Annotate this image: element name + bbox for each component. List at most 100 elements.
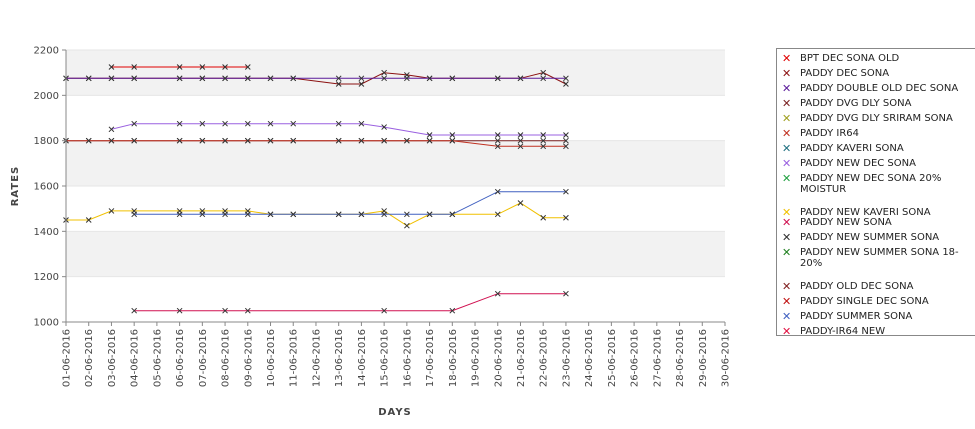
data-point-marker <box>222 120 228 127</box>
data-point-marker <box>222 307 228 314</box>
data-point-marker <box>517 200 524 206</box>
data-point-marker <box>199 64 206 70</box>
data-point-marker <box>131 211 138 218</box>
data-point-marker <box>426 137 433 144</box>
data-point-marker <box>540 143 547 150</box>
data-point-marker <box>517 137 524 144</box>
grid-bands <box>66 49 725 323</box>
legend-item: ✕ BPT DEC SONA OLD <box>777 53 975 64</box>
data-point-marker <box>563 143 569 150</box>
data-point-marker <box>335 137 342 144</box>
legend-marker-icon: ✕ <box>782 325 792 338</box>
legend-marker-icon: ✕ <box>782 280 792 293</box>
data-point-marker <box>540 214 547 221</box>
x-tick-label: 09-06-2016 <box>243 329 254 387</box>
data-point-marker <box>426 132 433 138</box>
series-group <box>108 120 569 138</box>
data-point-marker <box>563 137 569 144</box>
data-point-marker <box>540 75 547 82</box>
x-tick-label: 07-06-2016 <box>198 329 209 387</box>
legend-item: ✕ PADDY DVG DLY SRIRAM SONA <box>777 113 975 124</box>
series-group <box>63 75 569 82</box>
data-point-marker <box>108 64 115 70</box>
data-point-marker <box>222 137 228 144</box>
legend-marker-icon: ✕ <box>782 157 792 170</box>
x-tick-label: 29-06-2016 <box>698 329 709 387</box>
data-point-marker <box>290 211 297 218</box>
x-tick-label: 25-06-2016 <box>607 329 618 387</box>
data-point-marker <box>244 211 251 218</box>
data-point-marker <box>267 120 274 127</box>
legend-item: ✕ PADDY SINGLE DEC SONA <box>777 296 975 307</box>
legend-label: PADDY NEW SONA <box>800 217 892 228</box>
series-group <box>131 290 569 314</box>
legend-marker-icon: ✕ <box>782 310 792 323</box>
data-point-marker <box>244 307 251 314</box>
data-point-marker <box>176 64 183 70</box>
x-tick-label: 03-06-2016 <box>107 329 118 387</box>
x-tick-label: 15-06-2016 <box>380 329 391 387</box>
data-point-marker <box>85 217 92 223</box>
data-point-marker <box>426 75 433 82</box>
legend-label: PADDY OLD DEC SONA <box>800 281 914 292</box>
y-axis-title: RATES <box>10 166 21 207</box>
legend-label: BPT DEC SONA OLD <box>800 53 900 64</box>
data-point-marker <box>335 75 342 82</box>
y-tick-label: 2000 <box>34 91 59 102</box>
data-point-marker <box>381 124 387 130</box>
legend-label: PADDY DEC SONA <box>800 68 890 79</box>
data-point-marker <box>108 137 115 144</box>
data-point-marker <box>563 75 569 82</box>
data-point-marker <box>494 137 501 144</box>
data-point-marker <box>540 137 547 144</box>
data-point-marker <box>85 137 92 144</box>
series-layer <box>63 64 569 314</box>
data-point-marker <box>108 208 115 214</box>
x-tick-label: 12-06-2016 <box>311 329 322 387</box>
x-tick-label: 19-06-2016 <box>471 329 482 387</box>
x-ticks: 01-06-2016 02-06-2016 03-06-2016 04-06-2016… <box>62 322 732 387</box>
legend-marker-icon: ✕ <box>782 52 792 65</box>
series-group <box>131 188 569 218</box>
legend-marker-icon: ✕ <box>782 82 792 95</box>
data-point-marker <box>449 137 456 144</box>
data-point-marker <box>517 75 524 82</box>
legend-label: PADDY SUMMER SONA <box>800 311 913 322</box>
legend-label: PADDY NEW DEC SONA <box>800 158 916 169</box>
legend-item: ✕ PADDY KAVERI SONA <box>777 143 975 154</box>
x-tick-label: 26-06-2016 <box>630 329 641 387</box>
data-point-marker <box>244 120 251 127</box>
series-group <box>108 64 251 70</box>
data-point-marker <box>449 132 456 138</box>
grid-band <box>66 231 725 277</box>
y-tick-label: 2200 <box>34 46 59 57</box>
x-tick-label: 28-06-2016 <box>675 329 686 387</box>
data-point-marker <box>381 211 387 218</box>
data-point-marker <box>517 143 524 150</box>
data-point-marker <box>540 132 547 138</box>
y-tick-label: 1400 <box>34 227 59 238</box>
data-point-marker <box>290 137 297 144</box>
legend-label: PADDY DOUBLE OLD DEC SONA <box>800 83 959 94</box>
data-point-marker <box>108 126 115 133</box>
data-point-marker <box>358 81 365 87</box>
x-tick-label: 08-06-2016 <box>221 329 232 387</box>
data-point-marker <box>267 211 274 218</box>
data-point-marker <box>563 132 569 138</box>
legend-item: ✕ PADDY NEW DEC SONA <box>777 158 975 169</box>
data-point-marker <box>131 137 138 144</box>
legend-marker-icon: ✕ <box>782 172 792 185</box>
x-tick-label: 05-06-2016 <box>152 329 163 387</box>
data-point-marker <box>244 75 251 82</box>
series-line <box>66 140 566 147</box>
data-point-marker <box>494 75 501 82</box>
data-point-marker <box>176 75 183 82</box>
data-point-marker <box>176 120 183 127</box>
legend-label: PADDY DVG DLY SRIRAM SONA <box>800 113 953 124</box>
series-line <box>134 293 566 312</box>
legend-item: ✕ PADDY-IR64 NEW <box>777 326 975 337</box>
data-point-marker <box>199 211 206 218</box>
data-point-marker <box>563 81 569 87</box>
data-point-marker <box>381 75 387 82</box>
data-point-marker <box>131 75 138 82</box>
